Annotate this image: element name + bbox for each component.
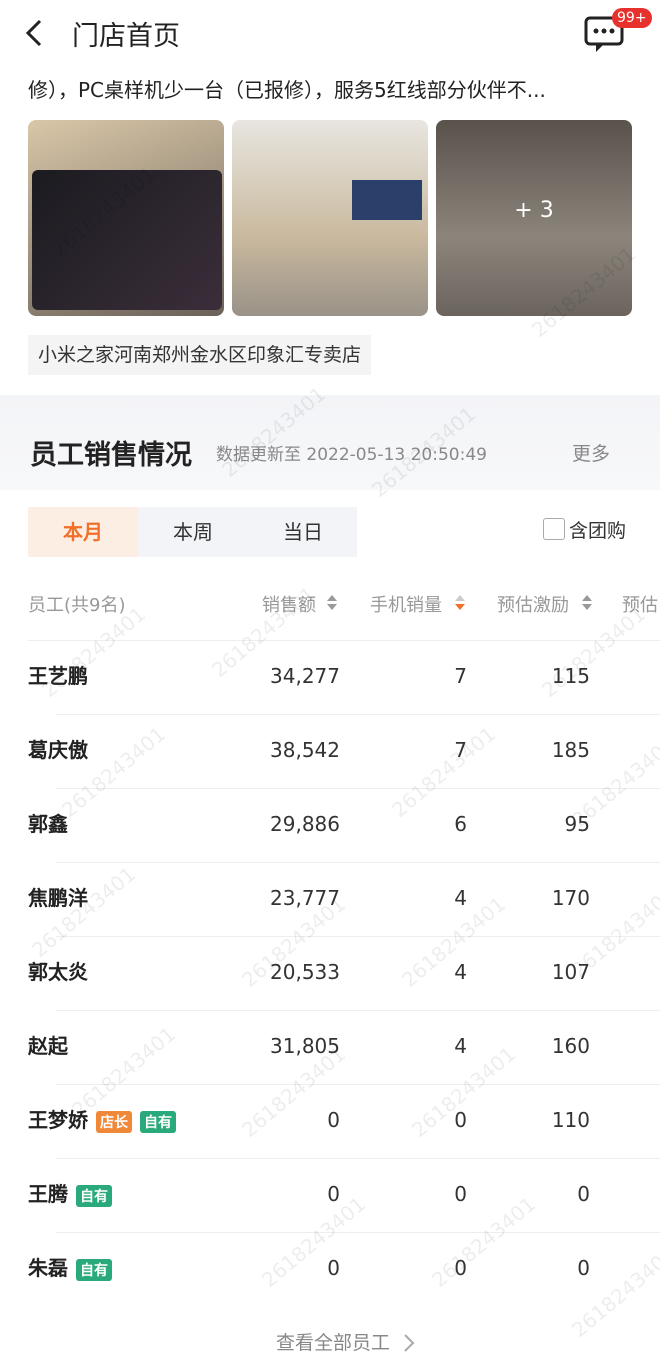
divider xyxy=(56,1158,660,1159)
cell-value: 185 xyxy=(551,738,590,762)
cell-value: 0 xyxy=(454,1108,467,1132)
divider xyxy=(56,1232,660,1233)
chevron xyxy=(404,1334,415,1352)
employee-name[interactable]: 郭鑫 xyxy=(28,812,68,836)
employee-name[interactable]: 王腾 自有 xyxy=(28,1178,112,1207)
post-image[interactable] xyxy=(28,120,224,316)
employee-name[interactable]: 焦鹏洋 xyxy=(28,886,88,910)
watermark: 2618243401 xyxy=(427,1191,541,1293)
cell-value: 6 xyxy=(454,812,467,836)
divider xyxy=(28,640,660,641)
tab[interactable]: 当日 xyxy=(283,520,323,544)
message-icon[interactable] xyxy=(584,14,626,54)
cell-value: 0 xyxy=(577,1256,590,1280)
cell-value: 38,542 xyxy=(270,738,340,762)
cell-value: 4 xyxy=(454,1034,467,1058)
tab[interactable]: 本周 xyxy=(173,520,213,544)
checkbox[interactable] xyxy=(543,518,565,540)
sort-icon xyxy=(455,595,465,610)
role-tag: 店长 xyxy=(96,1110,132,1133)
cell-value: 31,805 xyxy=(270,1034,340,1058)
more-images: + 3 xyxy=(514,198,554,223)
role-tag: 自有 xyxy=(76,1184,112,1207)
more-link[interactable]: 更多 xyxy=(572,443,611,465)
cell-value: 0 xyxy=(327,1182,340,1206)
column-header: 员工(共9名) xyxy=(28,595,126,616)
cell-value: 7 xyxy=(454,664,467,688)
filter-label[interactable]: 含团购 xyxy=(569,520,627,542)
post-image[interactable] xyxy=(232,120,428,316)
page-title: 门店首页 xyxy=(72,21,180,52)
divider xyxy=(56,714,660,715)
top-bar: 门店首页 99+ xyxy=(0,0,660,75)
cell-value: 29,886 xyxy=(270,812,340,836)
divider xyxy=(56,862,660,863)
badge: 99+ xyxy=(612,8,652,28)
cell-value: 34,277 xyxy=(270,664,340,688)
column-header[interactable]: 手机销量 xyxy=(370,595,442,616)
cell-value: 0 xyxy=(327,1108,340,1132)
divider xyxy=(56,936,660,937)
cell-value: 170 xyxy=(551,886,590,910)
view-all[interactable]: 查看全部员工 xyxy=(276,1332,391,1354)
cell-value: 110 xyxy=(551,1108,590,1132)
role-tag: 自有 xyxy=(76,1258,112,1281)
cell-value: 20,533 xyxy=(270,960,340,984)
cell-value: 115 xyxy=(551,664,590,688)
employee-name[interactable]: 王艺鹏 xyxy=(28,664,88,688)
post-image[interactable]: + 3 xyxy=(436,120,632,316)
column-header[interactable]: 销售额 xyxy=(262,595,316,616)
divider xyxy=(56,1084,660,1085)
tab[interactable]: 本月 xyxy=(28,507,138,557)
watermark: 2618243401 xyxy=(27,861,141,963)
column-header[interactable]: 预估 xyxy=(622,595,658,616)
role-tag: 自有 xyxy=(140,1110,176,1133)
employee-name[interactable]: 郭太炎 xyxy=(28,960,88,984)
cell-value: 0 xyxy=(454,1182,467,1206)
employee-name[interactable]: 葛庆傲 xyxy=(28,738,88,762)
cell-value: 0 xyxy=(327,1256,340,1280)
cell-value: 4 xyxy=(454,960,467,984)
cell-value: 95 xyxy=(564,812,590,836)
post-text: 修），PC桌样机少一台（已报修），服务5红线部分伙伴不... xyxy=(28,78,546,102)
sort-icon xyxy=(327,595,337,610)
cell-value: 0 xyxy=(577,1182,590,1206)
store-name[interactable]: 小米之家河南郑州金水区印象汇专卖店 xyxy=(28,335,372,375)
watermark: 2618243401 xyxy=(387,721,501,823)
cell-value: 7 xyxy=(454,738,467,762)
back-button[interactable] xyxy=(22,18,46,48)
divider xyxy=(56,1010,660,1011)
cell-value: 23,777 xyxy=(270,886,340,910)
cell-value: 0 xyxy=(454,1256,467,1280)
employee-name[interactable]: 朱磊 自有 xyxy=(28,1252,112,1281)
watermark: 2618243401 xyxy=(257,1191,371,1293)
cell-value: 107 xyxy=(551,960,590,984)
column-header[interactable]: 预估激励 xyxy=(497,595,569,616)
section-header: 员工销售情况 数据更新至 2022-05-13 20:50:49 更多 xyxy=(0,395,660,490)
update-time: 数据更新至 2022-05-13 20:50:49 xyxy=(216,445,487,465)
employee-name[interactable]: 赵起 xyxy=(28,1034,68,1058)
cell-value: 160 xyxy=(551,1034,590,1058)
cell-value: 4 xyxy=(454,886,467,910)
section-title: 员工销售情况 xyxy=(30,440,192,471)
employee-name[interactable]: 王梦娇 店长 自有 xyxy=(28,1104,176,1133)
divider xyxy=(56,788,660,789)
sort-icon xyxy=(582,595,592,610)
